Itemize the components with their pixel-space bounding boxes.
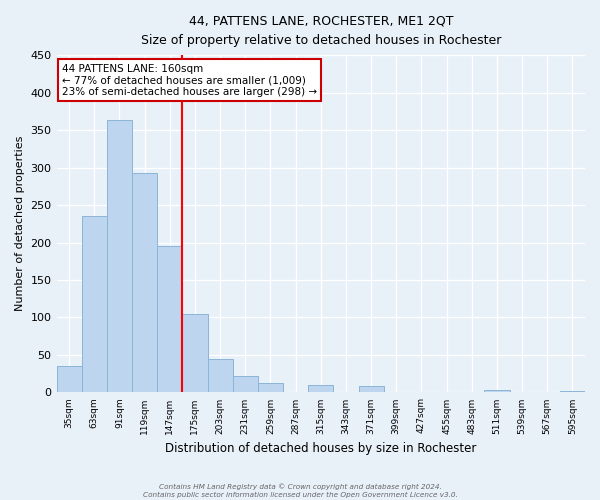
Bar (258, 382, 283, 392)
Y-axis label: Number of detached properties: Number of detached properties (15, 136, 25, 312)
Bar (132, 173, 157, 392)
X-axis label: Distribution of detached houses by size in Rochester: Distribution of detached houses by size … (165, 442, 476, 455)
Bar (107, 120, 132, 392)
Text: 44 PATTENS LANE: 160sqm
← 77% of detached houses are smaller (1,009)
23% of semi: 44 PATTENS LANE: 160sqm ← 77% of detache… (62, 64, 317, 96)
Bar (82, 216, 107, 392)
Bar (157, 246, 182, 392)
Bar (182, 314, 208, 392)
Title: 44, PATTENS LANE, ROCHESTER, ME1 2QT
Size of property relative to detached house: 44, PATTENS LANE, ROCHESTER, ME1 2QT Siz… (140, 15, 501, 47)
Bar (233, 376, 258, 392)
Text: Contains HM Land Registry data © Crown copyright and database right 2024.
Contai: Contains HM Land Registry data © Crown c… (143, 484, 457, 498)
Bar (484, 390, 509, 392)
Bar (208, 360, 233, 392)
Bar (560, 391, 585, 392)
Bar (308, 385, 334, 392)
Bar (56, 366, 82, 392)
Bar (359, 386, 383, 392)
